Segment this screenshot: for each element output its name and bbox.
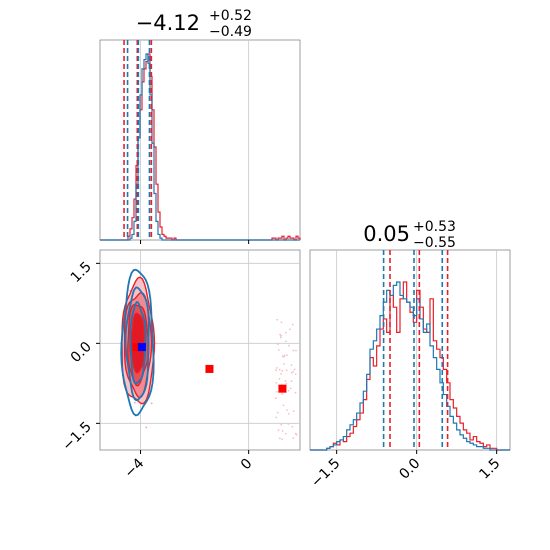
marginal-histogram-param-1: −4.12 +0.52 −0.49 bbox=[99, 8, 301, 244]
scatter-point bbox=[275, 416, 278, 419]
scatter-point bbox=[278, 368, 281, 371]
scatter-point bbox=[292, 437, 295, 440]
scatter-point bbox=[286, 354, 288, 357]
panel-title-sup: +0.52 bbox=[209, 8, 252, 24]
marginal-histogram-param-2: −1.5 0.0 1.5 0.05 +0.53 −0.55 bbox=[308, 219, 511, 491]
scatter-point bbox=[284, 380, 287, 383]
scatter-point bbox=[278, 377, 281, 380]
panel-grid bbox=[140, 40, 250, 240]
scatter-point bbox=[150, 402, 153, 405]
scatter-point bbox=[283, 354, 286, 357]
x-tick-label: 0 bbox=[238, 456, 256, 474]
scatter-point bbox=[276, 390, 278, 393]
scatter-point bbox=[145, 426, 148, 429]
scatter-point bbox=[280, 373, 283, 375]
scatter-point bbox=[290, 371, 293, 374]
x-tick-label: −1.5 bbox=[308, 456, 343, 491]
x-ticks bbox=[140, 240, 250, 244]
panel-title-main: 0.05 bbox=[363, 222, 410, 246]
scatter-point bbox=[281, 355, 284, 358]
contour-level bbox=[120, 268, 155, 417]
scatter-point bbox=[286, 409, 288, 412]
panel-title-sub: −0.49 bbox=[209, 24, 252, 40]
histogram-lines bbox=[100, 53, 301, 241]
x-tick-label: 0.0 bbox=[396, 456, 423, 483]
scatter-point bbox=[291, 323, 294, 326]
panel-title-sup: +0.53 bbox=[413, 219, 456, 235]
scatter-point bbox=[290, 364, 293, 367]
y-tick-label: −1.5 bbox=[59, 419, 94, 454]
scatter-point bbox=[278, 437, 281, 440]
x-ticks: −1.5 0.0 1.5 bbox=[308, 450, 503, 491]
histogram-step-line bbox=[310, 281, 510, 451]
scatter-point bbox=[280, 321, 283, 324]
scatter-point bbox=[133, 401, 136, 404]
contour-level bbox=[129, 301, 147, 385]
scatter-point bbox=[291, 425, 294, 428]
scatter-point bbox=[292, 370, 295, 373]
x-tick-label: 1.5 bbox=[476, 456, 503, 483]
histogram-step-line bbox=[100, 53, 300, 241]
contour-level bbox=[124, 286, 150, 402]
panel-title-sub: −0.55 bbox=[413, 235, 456, 251]
scatter-point bbox=[292, 349, 295, 352]
y-tick-label: 1.5 bbox=[68, 259, 95, 286]
scatter-point bbox=[287, 389, 290, 392]
panel-title-main: −4.12 bbox=[136, 11, 200, 35]
scatter-point bbox=[287, 412, 290, 415]
scatter-point bbox=[275, 381, 278, 384]
scatter-point bbox=[285, 369, 288, 372]
panel-frame bbox=[99, 39, 301, 241]
scatter-point bbox=[277, 343, 279, 346]
marker-square bbox=[205, 364, 214, 373]
scatter-point bbox=[292, 410, 295, 412]
marker-square bbox=[132, 343, 141, 352]
scatter-point bbox=[277, 429, 280, 432]
scatter-point bbox=[280, 423, 283, 426]
scatter-point bbox=[282, 404, 285, 407]
scatter-point bbox=[285, 340, 287, 343]
scatter-point bbox=[285, 382, 288, 385]
markers bbox=[132, 343, 287, 393]
scatter-point bbox=[294, 373, 297, 376]
marker-square bbox=[278, 384, 287, 393]
scatter-point bbox=[294, 391, 297, 394]
scatter-point bbox=[281, 369, 284, 372]
quantile-lines bbox=[123, 40, 153, 240]
x-tick-label: −4 bbox=[121, 455, 147, 481]
panel-frame bbox=[309, 249, 511, 451]
scatter-point bbox=[276, 411, 279, 414]
scatter-point bbox=[293, 368, 296, 371]
scatter-point bbox=[281, 430, 284, 432]
scatter-point bbox=[283, 362, 285, 365]
scatter-point bbox=[290, 380, 293, 383]
y-tick-label: 0.0 bbox=[68, 339, 95, 366]
scatter-point bbox=[281, 438, 283, 441]
scatter-point bbox=[287, 423, 290, 425]
quantile-lines bbox=[382, 250, 449, 450]
scatter-point bbox=[274, 397, 277, 399]
marker-square bbox=[137, 343, 146, 352]
scatter-point bbox=[275, 369, 277, 372]
scatter-point bbox=[295, 349, 297, 352]
scatter-point bbox=[277, 349, 280, 351]
scatter-point bbox=[279, 336, 282, 339]
scatter-point bbox=[289, 387, 292, 390]
panel-grid bbox=[336, 250, 498, 450]
scatter-point bbox=[285, 331, 287, 334]
scatter-point bbox=[284, 432, 287, 435]
joint-contour-param-1-param-2: −4 0 1.5 0.0 −1.5 bbox=[59, 249, 301, 481]
scatter-point bbox=[288, 344, 290, 347]
scatter-point bbox=[294, 432, 297, 435]
panel-frame bbox=[99, 249, 301, 451]
scatter-point bbox=[289, 328, 291, 331]
scatter-point bbox=[281, 392, 283, 395]
scatter-point bbox=[275, 367, 278, 369]
histogram-lines bbox=[310, 281, 510, 451]
scatter-point bbox=[276, 318, 279, 321]
scatter-point bbox=[279, 333, 282, 336]
